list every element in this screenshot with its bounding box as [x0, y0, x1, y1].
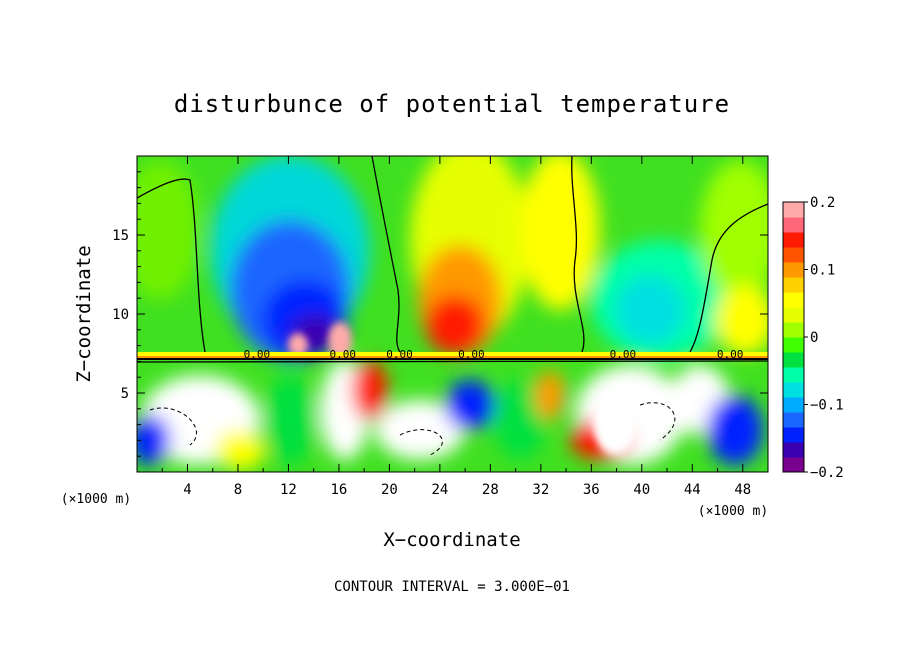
colorbar-swatch	[783, 307, 804, 323]
colorbar-swatch	[783, 367, 804, 383]
contour-label: 0.00	[244, 348, 271, 361]
x-tick-label: 28	[482, 482, 499, 498]
colorbar-swatch	[783, 337, 804, 353]
x-tick-label: 24	[431, 482, 448, 498]
colorbar-swatch	[783, 262, 804, 278]
x-tick-label: 12	[280, 482, 297, 498]
x-tick-label: 44	[684, 482, 701, 498]
x-tick-label: 40	[633, 482, 650, 498]
colorbar-tick-label: 0.1	[810, 263, 835, 279]
x-unit-right: (×1000 m)	[698, 504, 768, 519]
x-tick-label: 16	[330, 482, 347, 498]
colorbar-tick-label: 0.2	[810, 195, 835, 211]
x-tick-label: 20	[381, 482, 398, 498]
contour-label: 0.00	[717, 348, 744, 361]
contour-label: 0.00	[458, 348, 485, 361]
colorbar-swatch	[783, 247, 804, 263]
x-tick-label: 32	[532, 482, 549, 498]
x-unit-left: (×1000 m)	[61, 492, 131, 507]
colorbar-tick-label: −0.2	[810, 465, 844, 481]
y-axis-title: Z−coordinate	[73, 245, 95, 382]
colorbar-swatch	[783, 202, 804, 218]
x-tick-label: 8	[234, 482, 242, 498]
heatmap-field	[137, 156, 768, 472]
contour-interval-note: CONTOUR INTERVAL = 3.000E−01	[334, 579, 570, 595]
colorbar-swatch	[783, 232, 804, 248]
contour-labels: 0.00 0.00 0.00 0.00 0.00 0.00	[244, 348, 744, 361]
colorbar	[783, 202, 804, 473]
y-tick-label: 5	[121, 386, 129, 402]
contour-label: 0.00	[610, 348, 637, 361]
y-tick-label: 15	[112, 228, 129, 244]
x-tick-label: 48	[734, 482, 751, 498]
x-tick-label: 4	[183, 482, 191, 498]
x-axis-title: X−coordinate	[383, 529, 520, 551]
colorbar-swatch	[783, 292, 804, 308]
contour-label: 0.00	[329, 348, 356, 361]
colorbar-swatch	[783, 397, 804, 413]
colorbar-swatch	[783, 382, 804, 398]
x-tick-label: 36	[583, 482, 600, 498]
colorbar-ticks: 0.2 0.1 0 −0.1 −0.2	[804, 195, 844, 481]
colorbar-swatch	[783, 427, 804, 443]
colorbar-swatch	[783, 412, 804, 428]
x-axis: 4 8 12 16 20 24 28 32 36 40 44 48	[161, 156, 751, 498]
colorbar-swatch	[783, 217, 804, 233]
y-tick-label: 10	[112, 307, 129, 323]
chart-title: disturbunce of potential temperature	[174, 90, 730, 118]
contour-label: 0.00	[386, 348, 413, 361]
colorbar-swatch	[783, 322, 804, 338]
colorbar-swatch	[783, 442, 804, 458]
colorbar-swatch	[783, 457, 804, 473]
colorbar-swatch	[783, 277, 804, 293]
y-axis: 5 10 15	[112, 171, 768, 457]
colorbar-swatch	[783, 352, 804, 368]
colorbar-tick-label: −0.1	[810, 398, 844, 414]
colorbar-tick-label: 0	[810, 330, 818, 346]
